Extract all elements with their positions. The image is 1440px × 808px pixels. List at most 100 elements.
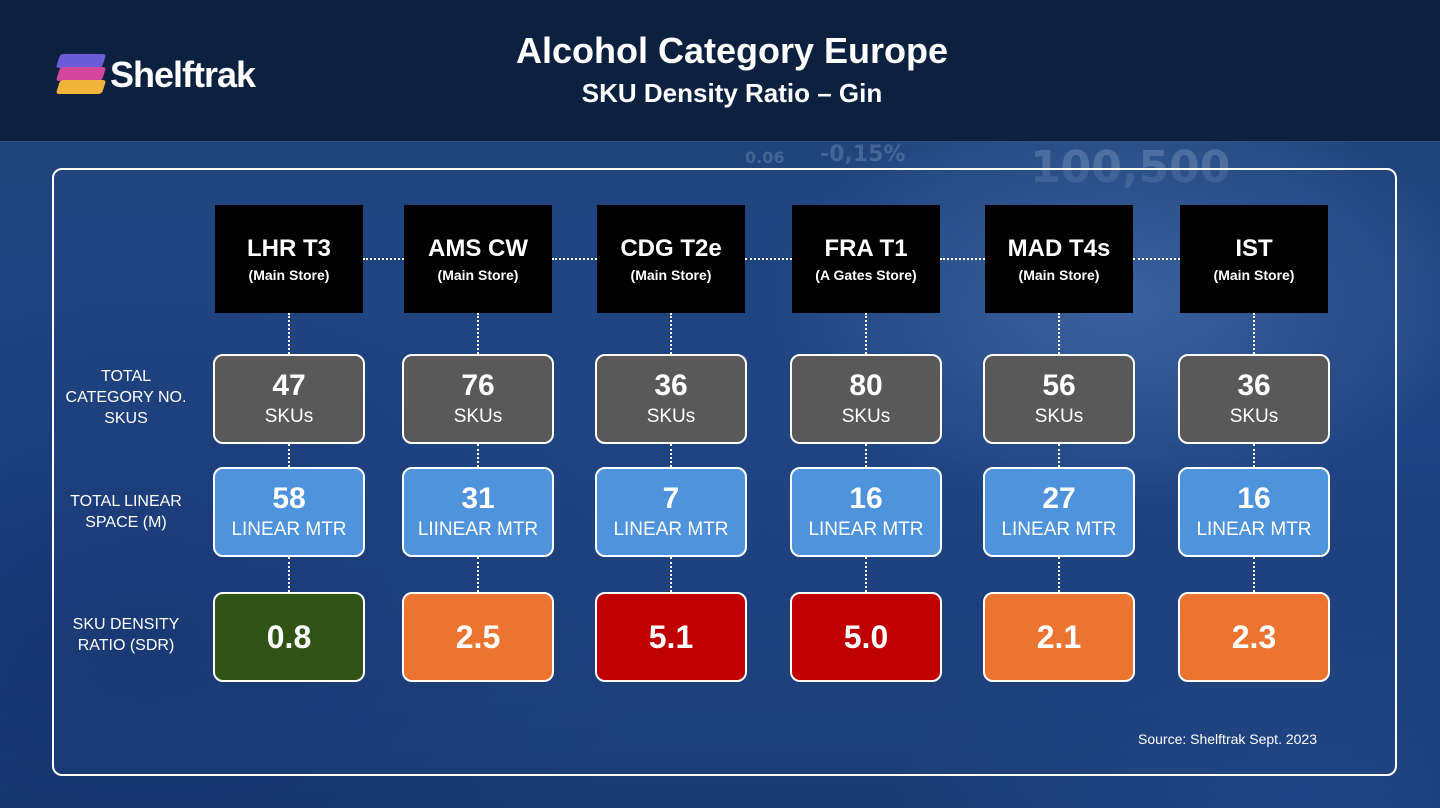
sdr-value: 0.8 <box>266 619 312 655</box>
connector-line <box>865 557 867 592</box>
connector-line <box>1253 313 1255 354</box>
store-type: (A Gates Store) <box>815 267 917 283</box>
page-subtitle: SKU Density Ratio – Gin <box>581 78 883 108</box>
sku-count-value: 36 <box>1237 369 1271 402</box>
connector-line <box>552 258 597 260</box>
background-decoration: -0,15% <box>820 142 906 167</box>
store-header: LHR T3 (Main Store) <box>215 205 363 313</box>
sku-count-box: 36 SKUs <box>1178 354 1330 444</box>
linear-space-box: 16 LINEAR MTR <box>790 467 942 557</box>
sku-count-unit: SKUs <box>841 406 891 427</box>
linear-space-value: 58 <box>272 482 306 515</box>
connector-line <box>477 444 479 467</box>
linear-space-value: 16 <box>849 482 883 515</box>
linear-space-box: 58 LINEAR MTR <box>213 467 365 557</box>
brand-logo: Shelftrak <box>55 52 256 98</box>
sku-count-box: 56 SKUs <box>983 354 1135 444</box>
connector-line <box>670 444 672 467</box>
linear-space-unit: LINEAR MTR <box>231 519 347 540</box>
sdr-value: 2.5 <box>455 619 501 655</box>
sku-count-unit: SKUs <box>264 406 314 427</box>
linear-space-value: 31 <box>461 482 495 515</box>
background-decoration: 0.06 <box>745 148 785 167</box>
store-code: AMS CW <box>428 235 528 262</box>
store-type: (Main Store) <box>630 267 712 283</box>
store-header: MAD T4s (Main Store) <box>985 205 1133 313</box>
sku-count-unit: SKUs <box>1229 406 1279 427</box>
background-decoration: 100,500 <box>1030 142 1231 193</box>
linear-space-unit: LINEAR MTR <box>613 519 729 540</box>
brand-name: Shelftrak <box>110 54 256 95</box>
store-type: (Main Store) <box>1213 267 1295 283</box>
store-code: FRA T1 <box>824 235 908 262</box>
page-title: Alcohol Category Europe <box>515 30 949 71</box>
sdr-box: 5.0 <box>790 592 942 682</box>
connector-line <box>1133 258 1180 260</box>
sku-count-value: 76 <box>461 369 495 402</box>
sdr-value: 2.1 <box>1036 619 1082 655</box>
sdr-value: 2.3 <box>1231 619 1277 655</box>
sku-count-value: 80 <box>849 369 883 402</box>
connector-line <box>477 313 479 354</box>
store-type: (Main Store) <box>437 267 519 283</box>
connector-line <box>363 258 404 260</box>
linear-space-unit: LIINEAR MTR <box>417 519 539 540</box>
sku-count-unit: SKUs <box>453 406 503 427</box>
store-header: IST (Main Store) <box>1180 205 1328 313</box>
sku-count-value: 56 <box>1042 369 1076 402</box>
connector-line <box>477 557 479 592</box>
connector-line <box>288 557 290 592</box>
sku-count-box: 76 SKUs <box>402 354 554 444</box>
sdr-value: 5.1 <box>648 619 694 655</box>
source-note: Source: Shelftrak Sept. 2023 <box>1138 731 1317 747</box>
linear-space-unit: LINEAR MTR <box>1196 519 1312 540</box>
sku-count-unit: SKUs <box>1034 406 1084 427</box>
connector-line <box>865 313 867 354</box>
store-code: LHR T3 <box>247 235 331 262</box>
sku-count-unit: SKUs <box>646 406 696 427</box>
sdr-box: 2.3 <box>1178 592 1330 682</box>
header-bar: Shelftrak Alcohol Category Europe SKU De… <box>0 0 1440 142</box>
row-label-sdr: SKU DENSITY RATIO (SDR) <box>72 616 180 654</box>
connector-line <box>1253 557 1255 592</box>
connector-line <box>1058 557 1060 592</box>
linear-space-value: 16 <box>1237 482 1271 515</box>
sdr-box: 2.1 <box>983 592 1135 682</box>
connector-line <box>745 258 792 260</box>
row-label-skus: TOTAL CATEGORY NO. SKUS <box>65 368 187 427</box>
connector-line <box>288 444 290 467</box>
linear-space-unit: LINEAR MTR <box>808 519 924 540</box>
store-header: CDG T2e (Main Store) <box>597 205 745 313</box>
sdr-box: 2.5 <box>402 592 554 682</box>
sku-count-box: 80 SKUs <box>790 354 942 444</box>
store-header: FRA T1 (A Gates Store) <box>792 205 940 313</box>
store-type: (Main Store) <box>248 267 330 283</box>
connector-line <box>670 557 672 592</box>
sku-count-value: 36 <box>654 369 688 402</box>
sdr-value: 5.0 <box>843 619 889 655</box>
connector-line <box>865 444 867 467</box>
connector-line <box>288 313 290 354</box>
connector-line <box>1253 444 1255 467</box>
sdr-box: 0.8 <box>213 592 365 682</box>
store-code: CDG T2e <box>620 235 722 262</box>
connector-line <box>1058 444 1060 467</box>
sku-count-box: 47 SKUs <box>213 354 365 444</box>
sku-count-box: 36 SKUs <box>595 354 747 444</box>
store-type: (Main Store) <box>1018 267 1100 283</box>
store-header: AMS CW (Main Store) <box>404 205 552 313</box>
connector-line <box>670 313 672 354</box>
linear-space-unit: LINEAR MTR <box>1001 519 1117 540</box>
row-label-linear-space: TOTAL LINEAR SPACE (M) <box>70 493 182 531</box>
linear-space-box: 16 LINEAR MTR <box>1178 467 1330 557</box>
sdr-box: 5.1 <box>595 592 747 682</box>
store-code: MAD T4s <box>1007 235 1111 262</box>
connector-line <box>1058 313 1060 354</box>
linear-space-box: 7 LINEAR MTR <box>595 467 747 557</box>
linear-space-box: 27 LINEAR MTR <box>983 467 1135 557</box>
sku-count-value: 47 <box>272 369 306 402</box>
linear-space-box: 31 LIINEAR MTR <box>402 467 554 557</box>
connector-line <box>940 258 985 260</box>
linear-space-value: 27 <box>1042 482 1076 515</box>
linear-space-value: 7 <box>662 482 680 515</box>
